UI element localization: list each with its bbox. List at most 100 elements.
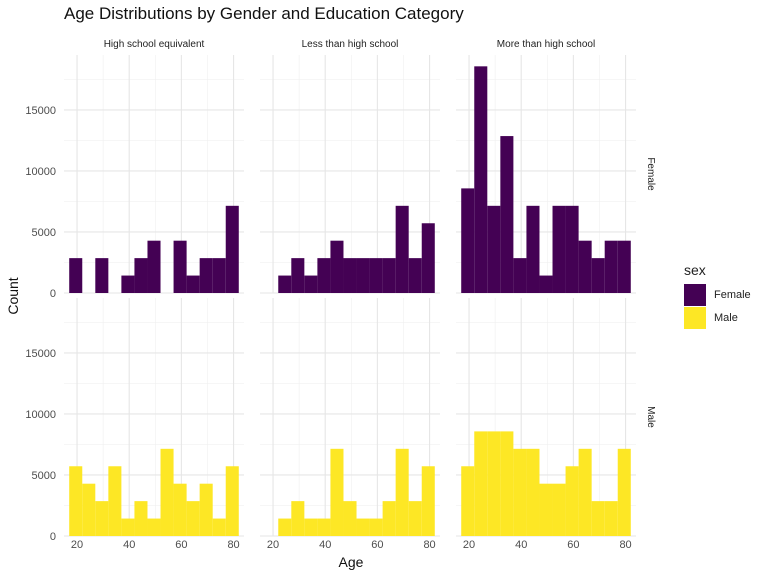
bar-less-than-high-school-female-bin-6 [343, 258, 357, 293]
bar-high-school-equivalent-male-bin-4 [121, 518, 135, 536]
y-tick-label: 10000 [25, 166, 56, 178]
bar-high-school-equivalent-male-bin-10 [199, 483, 213, 536]
bar-more-than-high-school-female-bin-11 [604, 240, 618, 293]
bar-more-than-high-school-female-bin-1 [474, 66, 488, 293]
x-axis-title: Age [339, 554, 364, 570]
legend: sex Female Male [684, 262, 751, 330]
bar-high-school-equivalent-male-bin-5 [134, 501, 148, 536]
bar-high-school-equivalent-male-bin-1 [82, 483, 96, 536]
x-tick-label: 60 [567, 539, 579, 551]
bar-less-than-high-school-male-bin-6 [343, 501, 357, 536]
bar-less-than-high-school-female-bin-2 [291, 258, 305, 293]
bar-high-school-equivalent-male-bin-3 [108, 466, 122, 536]
bar-less-than-high-school-male-bin-12 [421, 466, 435, 536]
bar-less-than-high-school-female-bin-7 [356, 258, 370, 293]
y-tick-label: 10000 [25, 409, 56, 421]
bar-more-than-high-school-male-bin-3 [500, 431, 514, 536]
chart-title: Age Distributions by Gender and Educatio… [64, 4, 464, 23]
bar-less-than-high-school-male-bin-7 [356, 518, 370, 536]
y-tick-label: 5000 [32, 227, 56, 239]
bar-more-than-high-school-male-bin-9 [578, 448, 592, 536]
bar-more-than-high-school-female-bin-0 [461, 188, 475, 293]
legend-entry-female: Female [684, 284, 751, 306]
bar-less-than-high-school-female-bin-3 [304, 275, 318, 293]
bar-less-than-high-school-male-bin-3 [304, 518, 318, 536]
strip-label-male: Male [645, 406, 656, 428]
bar-high-school-equivalent-male-bin-11 [212, 518, 226, 536]
y-tick-label: 0 [50, 531, 56, 543]
bar-less-than-high-school-male-bin-4 [317, 518, 331, 536]
y-axis-title: Count [5, 277, 21, 314]
bar-less-than-high-school-male-bin-1 [278, 518, 292, 536]
bar-less-than-high-school-female-bin-8 [369, 258, 383, 293]
bar-high-school-equivalent-male-bin-9 [186, 501, 200, 536]
bar-more-than-high-school-male-bin-12 [617, 448, 631, 536]
x-tick-label: 40 [319, 539, 331, 551]
x-tick-label: 40 [515, 539, 527, 551]
bar-more-than-high-school-male-bin-8 [565, 466, 579, 536]
bar-more-than-high-school-female-bin-12 [617, 240, 631, 293]
bar-more-than-high-school-female-bin-10 [591, 258, 605, 293]
bar-more-than-high-school-female-bin-2 [487, 205, 501, 293]
bar-more-than-high-school-male-bin-4 [513, 448, 527, 536]
bar-more-than-high-school-male-bin-6 [539, 483, 553, 536]
bar-high-school-equivalent-male-bin-2 [95, 501, 109, 536]
bar-high-school-equivalent-female-bin-11 [212, 258, 226, 293]
bar-more-than-high-school-female-bin-9 [578, 240, 592, 293]
x-tick-label: 60 [371, 539, 383, 551]
bar-more-than-high-school-female-bin-5 [526, 205, 540, 293]
bar-high-school-equivalent-female-bin-9 [186, 275, 200, 293]
bar-less-than-high-school-male-bin-10 [395, 448, 409, 536]
x-tick-label: 20 [267, 539, 279, 551]
bar-more-than-high-school-female-bin-4 [513, 258, 527, 293]
bar-less-than-high-school-female-bin-4 [317, 258, 331, 293]
y-tick-label: 5000 [32, 470, 56, 482]
bar-high-school-equivalent-female-bin-0 [69, 258, 83, 293]
bar-high-school-equivalent-female-bin-6 [147, 240, 161, 293]
bar-high-school-equivalent-male-bin-12 [225, 466, 239, 536]
y-tick-label: 0 [50, 288, 56, 300]
bar-more-than-high-school-male-bin-2 [487, 431, 501, 536]
strip-label-female: Female [645, 157, 656, 191]
x-tick-label: 80 [423, 539, 435, 551]
bar-high-school-equivalent-female-bin-8 [173, 240, 187, 293]
bar-less-than-high-school-male-bin-5 [330, 448, 344, 536]
x-tick-label: 40 [123, 539, 135, 551]
x-tick-label: 20 [71, 539, 83, 551]
legend-label-female: Female [714, 289, 751, 301]
y-tick-label: 15000 [25, 348, 56, 360]
x-tick-label: 80 [227, 539, 239, 551]
bar-less-than-high-school-female-bin-5 [330, 240, 344, 293]
bar-more-than-high-school-male-bin-10 [591, 501, 605, 536]
bar-more-than-high-school-male-bin-1 [474, 431, 488, 536]
legend-label-male: Male [714, 312, 738, 324]
bar-less-than-high-school-male-bin-11 [408, 501, 422, 536]
strip-label-more-than-high-school: More than high school [497, 39, 595, 50]
legend-swatch-male [684, 307, 706, 329]
bar-less-than-high-school-male-bin-9 [382, 501, 396, 536]
legend-swatch-female [684, 284, 706, 306]
x-tick-label: 60 [175, 539, 187, 551]
bar-more-than-high-school-female-bin-8 [565, 205, 579, 293]
bar-less-than-high-school-female-bin-11 [408, 258, 422, 293]
bar-high-school-equivalent-female-bin-12 [225, 205, 239, 293]
bar-high-school-equivalent-female-bin-2 [95, 258, 109, 293]
x-tick-label: 20 [463, 539, 475, 551]
legend-entry-male: Male [684, 307, 751, 329]
bar-high-school-equivalent-male-bin-8 [173, 483, 187, 536]
strip-label-high-school-equivalent: High school equivalent [104, 39, 205, 50]
y-tick-label: 15000 [25, 105, 56, 117]
bar-less-than-high-school-female-bin-1 [278, 275, 292, 293]
bar-more-than-high-school-female-bin-7 [552, 205, 566, 293]
bar-less-than-high-school-male-bin-2 [291, 501, 305, 536]
bar-more-than-high-school-male-bin-11 [604, 501, 618, 536]
bar-more-than-high-school-male-bin-5 [526, 448, 540, 536]
bar-more-than-high-school-female-bin-6 [539, 275, 553, 293]
bar-more-than-high-school-female-bin-3 [500, 136, 514, 293]
bar-less-than-high-school-male-bin-8 [369, 518, 383, 536]
bar-high-school-equivalent-female-bin-5 [134, 258, 148, 293]
bar-high-school-equivalent-male-bin-7 [160, 448, 174, 536]
bar-more-than-high-school-male-bin-0 [461, 466, 475, 536]
bar-less-than-high-school-female-bin-12 [421, 223, 435, 293]
